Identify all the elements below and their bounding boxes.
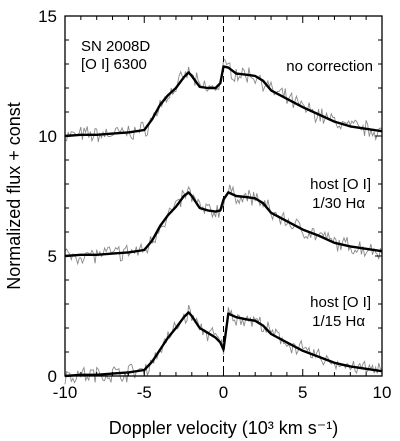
series-label-host-1-30-line2: 1/30 Hα	[312, 195, 365, 212]
series-label-no-correction: no correction	[286, 58, 373, 75]
x-tick-label: 0	[219, 383, 228, 402]
x-tick-label: -5	[137, 383, 152, 402]
y-tick-label: 5	[48, 247, 57, 266]
x-tick-label: 10	[373, 383, 392, 402]
y-tick-label: 10	[38, 127, 57, 146]
axis-ticks-group: -10 -5 0 5 10 0 5 10 15	[38, 7, 391, 402]
x-tick-label: 5	[298, 383, 307, 402]
object-name-annotation: SN 2008D	[81, 38, 150, 55]
y-tick-label: 15	[38, 7, 57, 26]
smoothed-spectrum-line	[64, 65, 383, 138]
x-axis-title: Doppler velocity (10³ km s⁻¹)	[109, 418, 339, 438]
y-axis-title: Normalized flux + const	[4, 102, 24, 290]
series-label-host-1-15-line1: host [O I]	[310, 294, 371, 311]
line-name-annotation: [O I] 6300	[81, 56, 147, 73]
y-tick-label: 0	[48, 367, 57, 386]
x-tick-label: -10	[53, 383, 78, 402]
series-label-host-1-30-line1: host [O I]	[310, 176, 371, 193]
series-label-host-1-15-line2: 1/15 Hα	[312, 313, 365, 330]
smoothed-spectrum-line	[64, 191, 383, 258]
